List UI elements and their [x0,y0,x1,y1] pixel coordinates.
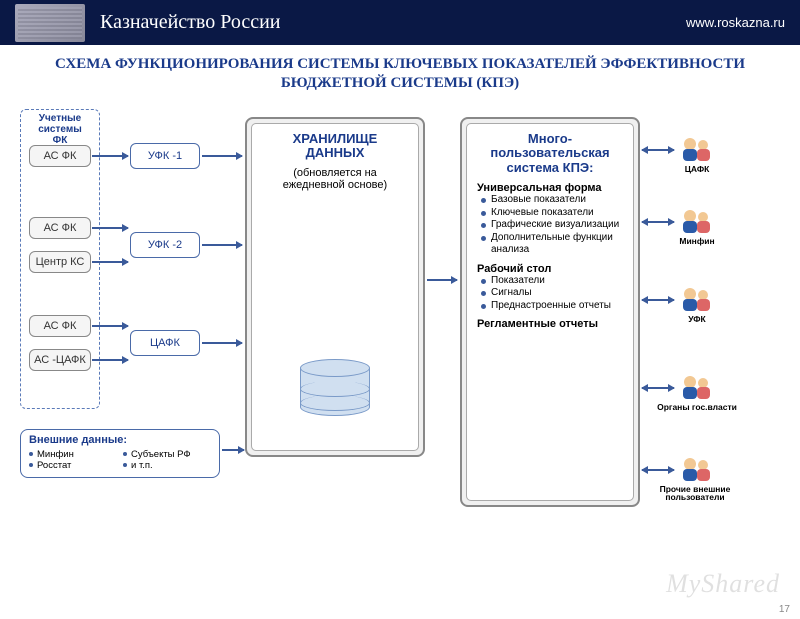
header-url: www.roskazna.ru [686,15,785,30]
ufk-box-0: УФК -1 [130,143,200,169]
arrow-ufk0-store [202,155,242,157]
source-box-3: АС ФК [29,315,91,337]
arrow-kpe-user4 [642,469,674,471]
storage-title: ХРАНИЛИЩЕ ДАННЫХ [262,132,408,162]
arrow-ext-store [222,449,244,451]
header-bar: Казначейство России www.roskazna.ru [0,0,800,45]
user-icon-1 [678,207,716,235]
external-title: Внешние данные: [29,434,211,446]
diagram-canvas: Учетные системы ФК АС ФК АС ФК Центр КС … [0,99,800,619]
arrow-kpe-user1 [642,221,674,223]
kpe-s2: Рабочий стол [477,263,623,275]
ufk-box-1: УФК -2 [130,232,200,258]
kpe-s2-1: Сигналы [481,287,623,300]
ext-3: и т.п. [123,460,211,471]
arrow-kpe-user0 [642,149,674,151]
kpe-title: Много-пользовательская система КПЭ: [477,132,623,177]
source-box-1: АС ФК [29,217,91,239]
ext-2: Росстат [29,460,117,471]
arrow-store-kpe [427,279,457,281]
storage-sub: (обновляется на ежедневной основе) [262,167,408,191]
arrow-kpe-user3 [642,387,674,389]
user-icon-4 [678,455,716,483]
user-icon-0 [678,135,716,163]
user-label-3: Органы гос.власти [652,403,742,412]
kpe-s1-0: Базовые показатели [481,194,623,207]
page-number: 17 [779,604,790,615]
kpe-s2-list: Показатели Сигналы Преднастроенные отчет… [481,275,623,313]
source-box-0: АС ФК [29,145,91,167]
ext-1: Субъекты РФ [123,449,211,460]
user-icon-3 [678,373,716,401]
source-box-2: Центр КС [29,251,91,273]
arrow-s4-ufk2 [92,359,128,361]
arrow-ufk1-store [202,244,242,246]
logo-image [15,4,85,42]
user-label-0: ЦАФК [652,165,742,174]
arrow-s3-ufk2 [92,325,128,327]
kpe-s1: Универсальная форма [477,182,623,194]
watermark: MyShared [666,569,780,599]
kpe-panel: Много-пользовательская система КПЭ: Унив… [460,117,640,507]
kpe-s3: Регламентные отчеты [477,318,623,330]
main-title: СХЕМА ФУНКЦИОНИРОВАНИЯ СИСТЕМЫ КЛЮЧЕВЫХ … [0,45,800,99]
database-icon [300,359,370,419]
arrow-s2-ufk1 [92,261,128,263]
user-label-4: Прочие внешние пользователи [650,485,740,503]
user-label-2: УФК [652,315,742,324]
source-box-4: АС -ЦАФК [29,349,91,371]
kpe-s1-1: Ключевые показатели [481,207,623,220]
kpe-s2-0: Показатели [481,275,623,288]
ufk-box-2: ЦАФК [130,330,200,356]
arrow-s0-ufk0 [92,155,128,157]
ext-0: Минфин [29,449,117,460]
kpe-s1-list: Базовые показатели Ключевые показатели Г… [481,194,623,257]
arrow-s1-ufk1 [92,227,128,229]
kpe-s1-3: Дополнительные функции анализа [481,232,623,257]
external-panel: Внешние данные: Минфин Субъекты РФ Росст… [20,429,220,478]
user-icon-2 [678,285,716,313]
arrow-ufk2-store [202,342,242,344]
source-group-label: Учетные системы ФК [30,113,90,146]
header-title: Казначейство России [100,11,686,34]
user-label-1: Минфин [652,237,742,246]
arrow-kpe-user2 [642,299,674,301]
kpe-s2-2: Преднастроенные отчеты [481,300,623,313]
kpe-s1-2: Графические визуализации [481,219,623,232]
